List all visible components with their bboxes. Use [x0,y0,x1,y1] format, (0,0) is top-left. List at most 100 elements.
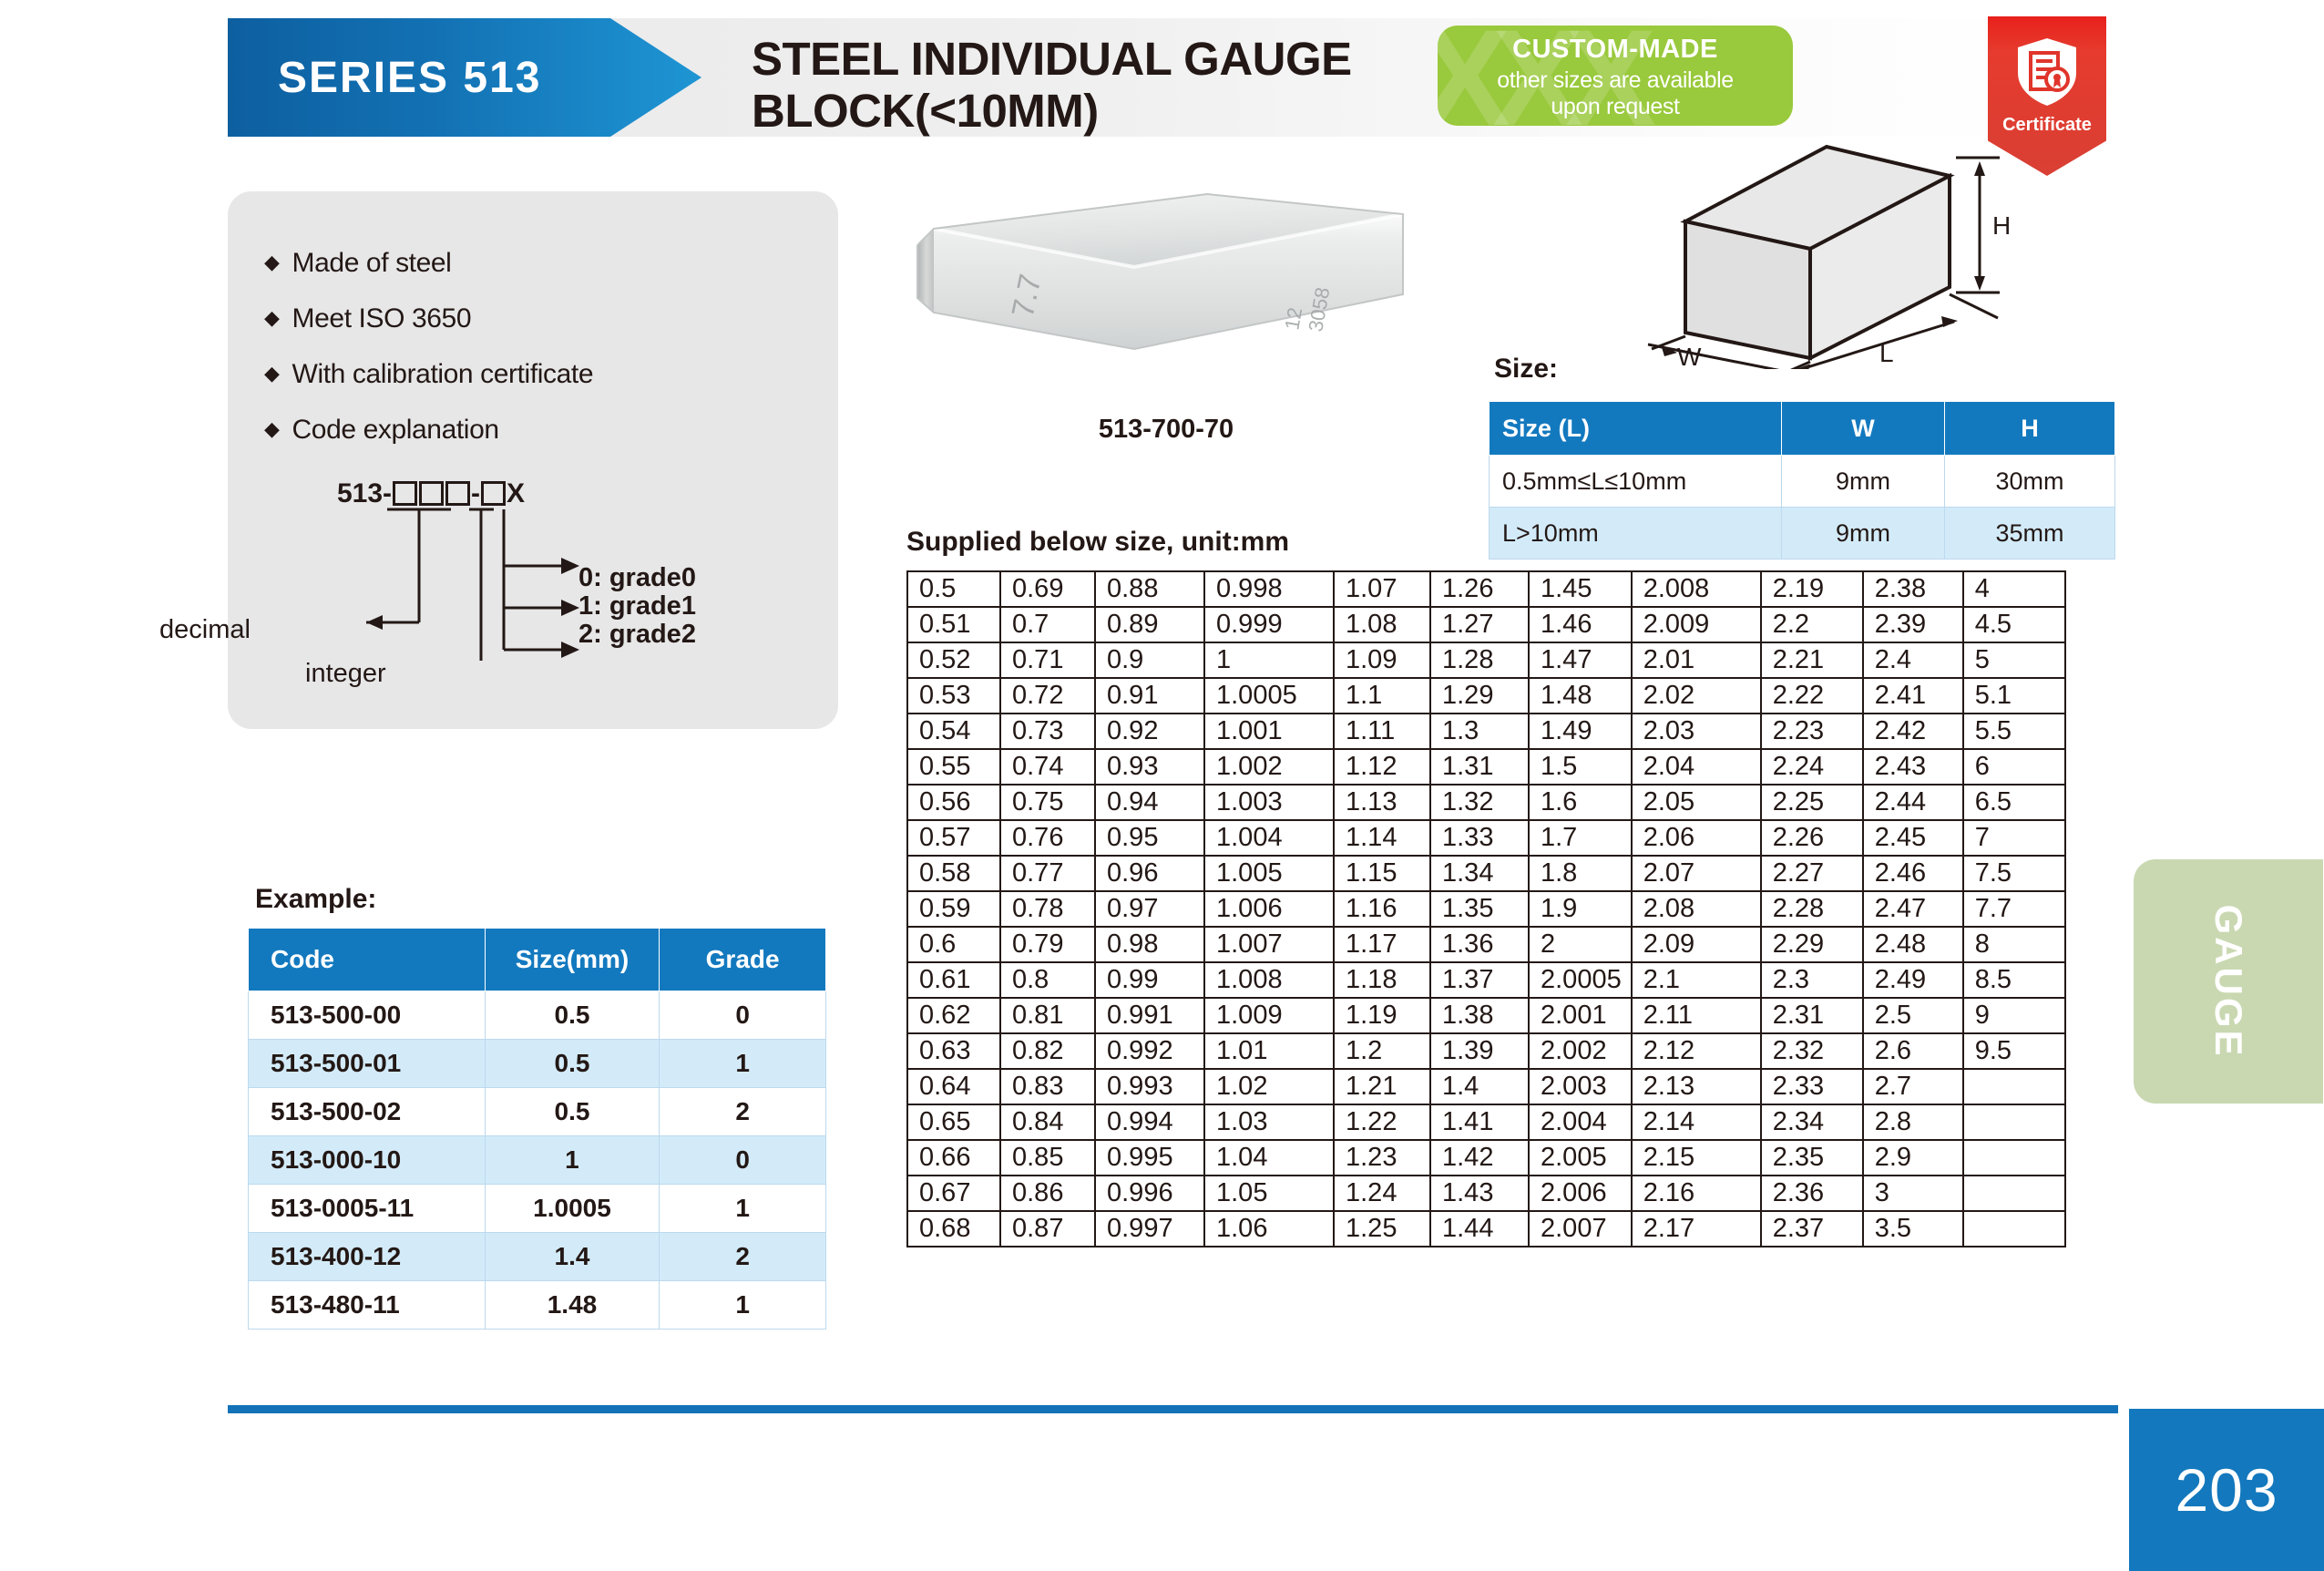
supplied-size-cell: 1.15 [1333,855,1431,892]
supplied-size-cell: 1.5 [1528,748,1633,786]
supplied-size-cell: 0.77 [999,855,1096,892]
supplied-size-cell: 1.07 [1333,570,1431,608]
custom-made-line2: upon request [1551,94,1680,119]
supplied-size-cell: 2.09 [1630,926,1762,963]
supplied-size-cell: 2.06 [1630,819,1762,857]
supplied-size-cell: 1.13 [1333,784,1431,821]
supplied-size-cell: 0.84 [999,1104,1096,1141]
supplied-size-cell: 1.18 [1333,961,1431,999]
supplied-size-cell [1961,1139,2066,1176]
supplied-size-cell: 1.25 [1333,1210,1431,1248]
supplied-size-cell: 2.33 [1759,1068,1864,1105]
code-dash: - [471,478,481,508]
supplied-size-cell: 0.61 [906,961,1001,999]
supplied-size-cell: 0.71 [999,642,1096,679]
size-cell-length: 0.5mm≤L≤10mm [1489,455,1782,508]
supplied-size-cell: 2.38 [1861,570,1964,608]
engraving-code: 12 [1280,305,1306,331]
supplied-size-cell: 7 [1961,819,2066,857]
supplied-size-cell: 1.21 [1333,1068,1431,1105]
supplied-size-cell: 1.31 [1429,748,1530,786]
supplied-size-cell: 2.0005 [1528,961,1633,999]
size-header-width: W [1781,401,1945,456]
example-table-row: 513-500-01 0.5 1 [248,1039,826,1088]
example-cell-grade: 2 [659,1232,826,1281]
supplied-size-cell: 0.93 [1094,748,1205,786]
supplied-size-cell: 2.23 [1759,713,1864,750]
supplied-size-cell: 1.49 [1528,713,1633,750]
example-cell-size: 1.0005 [484,1184,660,1233]
supplied-size-cell [1961,1210,2066,1248]
certificate-label: Certificate [2002,115,2092,135]
supplied-size-cell: 2.15 [1630,1139,1762,1176]
supplied-size-cell: 2.004 [1528,1104,1633,1141]
supplied-size-cell: 2.02 [1630,677,1762,714]
size-cell-width: 9mm [1781,455,1945,508]
supplied-size-cell: 2.006 [1528,1175,1633,1212]
supplied-size-cell: 1.17 [1333,926,1431,963]
supplied-size-cell: 1.34 [1429,855,1530,892]
supplied-size-cell: 1.27 [1429,606,1530,643]
supplied-size-cell: 2.07 [1630,855,1762,892]
example-cell-code: 513-0005-11 [248,1184,486,1233]
supplied-size-cell: 4.5 [1961,606,2066,643]
supplied-size-cell: 2.45 [1861,819,1964,857]
supplied-size-cell: 1.44 [1429,1210,1530,1248]
supplied-size-cell: 1.23 [1333,1139,1431,1176]
supplied-size-cell: 2.24 [1759,748,1864,786]
example-table-row: 513-000-10 1 0 [248,1135,826,1185]
supplied-size-cell: 1.009 [1203,997,1335,1034]
supplied-size-cell: 1.09 [1333,642,1431,679]
supplied-size-cell: 2.04 [1630,748,1762,786]
supplied-size-cell: 1.48 [1528,677,1633,714]
supplied-size-cell: 0.57 [906,819,1001,857]
supplied-table-row: 0.54 0.73 0.92 1.001 1.11 1.3 1.49 2.03 2.23 2.42… [906,713,2066,750]
product-caption: 513-700-70 [1098,415,1234,444]
supplied-size-cell: 3 [1861,1175,1964,1212]
supplied-size-cell: 2.13 [1630,1068,1762,1105]
supplied-size-cell: 2.27 [1759,855,1864,892]
size-section-label: Size: [1494,354,1559,384]
supplied-table-row: 0.51 0.7 0.89 0.999 1.08 1.27 1.46 2.009 2.2 2.39… [906,606,2066,643]
supplied-size-cell: 8 [1961,926,2066,963]
supplied-size-cell: 0.55 [906,748,1001,786]
supplied-size-cell: 2.32 [1759,1032,1864,1070]
code-leader-lines [366,508,579,661]
section-tab-label: GAUGE [2207,904,2250,1059]
supplied-table-row: 0.55 0.74 0.93 1.002 1.12 1.31 1.5 2.04 2.24 2.43… [906,748,2066,786]
diamond-bullet-icon: ◆ [264,251,280,273]
supplied-size-cell: 0.58 [906,855,1001,892]
example-cell-grade: 0 [659,991,826,1040]
certificate-badge: Certificate [1988,16,2106,176]
supplied-size-cell: 1.43 [1429,1175,1530,1212]
supplied-size-cell: 1.05 [1203,1175,1335,1212]
supplied-size-cell: 0.99 [1094,961,1205,999]
supplied-table-row: 0.52 0.71 0.9 1 1.09 1.28 1.47 2.01 2.21 2.4 5 [906,642,2066,679]
example-cell-size: 0.5 [484,1087,660,1136]
supplied-size-cell: 3.5 [1861,1210,1964,1248]
example-table-row: 513-500-00 0.5 0 [248,991,826,1040]
example-table-row: 513-480-11 1.48 1 [248,1280,826,1330]
certificate-shield-icon [2018,38,2076,106]
example-header-row: Code Size(mm) Grade [248,928,826,991]
supplied-table-row: 0.58 0.77 0.96 1.005 1.15 1.34 1.8 2.07 2.27 2.46… [906,855,2066,892]
feature-label: Made of steel [292,248,452,278]
example-cell-code: 513-400-12 [248,1232,486,1281]
supplied-size-cell: 1.005 [1203,855,1335,892]
supplied-size-cell [1961,1104,2066,1141]
supplied-size-cell: 0.68 [906,1210,1001,1248]
supplied-size-cell: 2.48 [1861,926,1964,963]
supplied-size-cell: 0.96 [1094,855,1205,892]
supplied-size-cell: 2.2 [1759,606,1864,643]
supplied-size-cell: 6 [1961,748,2066,786]
supplied-size-cell: 2.25 [1759,784,1864,821]
supplied-size-cell: 0.95 [1094,819,1205,857]
supplied-size-cell: 0.83 [999,1068,1096,1105]
supplied-size-cell: 5 [1961,642,2066,679]
supplied-size-cell: 0.62 [906,997,1001,1034]
supplied-size-cell: 1.6 [1528,784,1633,821]
supplied-size-cell: 0.993 [1094,1068,1205,1105]
supplied-size-cell: 1.32 [1429,784,1530,821]
supplied-size-cell: 1.1 [1333,677,1431,714]
supplied-size-cell: 1.41 [1429,1104,1530,1141]
